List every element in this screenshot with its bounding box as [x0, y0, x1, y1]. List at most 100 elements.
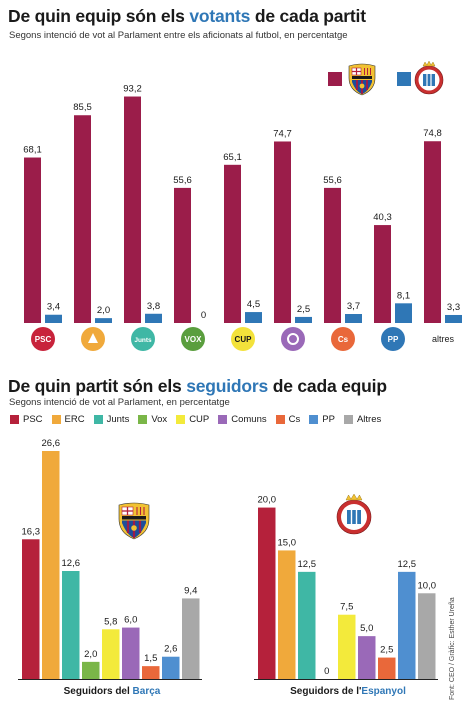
top-chart-subtitle: Segons intenció de vot al Parlament entr…	[9, 30, 348, 41]
label-barca-psc: 16,3	[22, 526, 41, 537]
bar-espanyol-comuns	[295, 316, 312, 323]
label-barca-cs: 55,6	[323, 175, 342, 186]
label-espanyol-erc: 15,0	[278, 537, 297, 548]
label-espanyol-vox: 0	[201, 310, 206, 321]
legend-item-vox: Vox	[138, 414, 167, 425]
bottom-title-highlight: seguidors	[186, 376, 269, 396]
label-barca-altres: 9,4	[184, 585, 197, 596]
label-espanyol-comuns: 5,0	[360, 623, 373, 634]
bar-barca-psc	[22, 539, 40, 679]
top-chart: 68,1 3,4 85,5 2,0 93,2 3,8 55,6 0 65,1 4,5 74,7 2,5…	[23, 60, 462, 351]
legend-item-cs: Cs	[275, 414, 301, 425]
bar-espanyol-erc	[278, 550, 296, 679]
top-legend	[328, 60, 444, 96]
label-espanyol-pp: 8,1	[397, 290, 410, 301]
svg-text:Cs: Cs	[338, 335, 349, 344]
legend-item-psc: PSC	[10, 414, 43, 425]
label-espanyol-cup: 7,5	[340, 602, 353, 613]
bar-barca-vox	[174, 187, 191, 323]
legend-label: Comuns	[231, 414, 267, 425]
bar-espanyol-cs	[345, 314, 362, 323]
bar-espanyol-erc	[95, 318, 112, 323]
legend-swatch	[275, 415, 285, 424]
legend-item-altres: Altres	[343, 414, 381, 425]
bar-barca-altres	[182, 598, 200, 679]
barca-crest-icon	[348, 63, 376, 96]
bar-barca-cs	[142, 666, 160, 679]
legend-label: PSC	[23, 414, 43, 425]
legend-label: PP	[322, 414, 335, 425]
bottom-title-post: de cada equip	[268, 376, 387, 396]
svg-text:Junts: Junts	[134, 337, 152, 344]
espanyol-crest-icon	[336, 493, 372, 535]
bottom-chart: 16,326,612,62,05,8 6,01,52,69,420,015,012…	[18, 438, 438, 697]
label-espanyol-altres: 10,0	[418, 580, 437, 591]
bar-espanyol-cs	[378, 657, 396, 679]
label-espanyol-cs: 2,5	[380, 645, 393, 656]
label-espanyol-psc: 3,4	[47, 302, 60, 313]
legend-swatch	[309, 415, 319, 424]
bottom-chart-subtitle: Segons intenció de vot al Parlament, en …	[9, 397, 230, 408]
top-title-pre: De quin equip són els	[8, 6, 190, 26]
bar-barca-vox	[82, 661, 100, 679]
label-barca-junts: 12,6	[62, 558, 81, 569]
label-barca-altres: 74,8	[423, 128, 442, 139]
bar-espanyol-junts	[298, 571, 316, 679]
label-barca-vox: 55,6	[173, 175, 192, 186]
legend-label: CUP	[189, 414, 210, 425]
party-logo-psc-icon: PSC	[31, 327, 55, 351]
bottom-legend: PSC ERC Junts Vox CUP Comuns Cs PP Altres	[10, 414, 390, 425]
legend-label: ERC	[64, 414, 85, 425]
bar-espanyol-cup	[338, 614, 356, 679]
bar-barca-psc	[24, 157, 41, 323]
bar-barca-erc	[74, 115, 91, 323]
espanyol-crest-icon	[414, 60, 444, 95]
party-logo-comuns-icon	[281, 327, 305, 351]
label-espanyol-junts: 12,5	[298, 559, 317, 570]
label-barca-erc: 85,5	[73, 102, 92, 113]
label-barca-erc: 26,6	[42, 438, 61, 449]
bar-espanyol-junts	[145, 313, 162, 323]
bar-espanyol-comuns	[358, 636, 376, 679]
bar-barca-comuns	[274, 141, 291, 323]
label-barca-pp: 40,3	[373, 212, 392, 223]
legend-swatch	[51, 415, 61, 424]
label-espanyol-cup: 4,5	[247, 299, 260, 310]
bar-barca-comuns	[122, 627, 140, 679]
label-barca-psc: 68,1	[23, 145, 42, 156]
label-barca-vox: 2,0	[84, 649, 97, 660]
legend-label: Vox	[151, 414, 168, 425]
legend-swatch	[10, 415, 19, 424]
bar-barca-junts	[62, 571, 80, 679]
party-logo-cs-icon: Cs	[331, 327, 355, 351]
bar-espanyol-cup	[245, 312, 262, 323]
bar-espanyol-altres	[418, 593, 436, 679]
credit-text: Font: CEO / Gràfic: Esther Ureña	[449, 597, 456, 700]
label-barca-cs: 1,5	[144, 653, 157, 664]
label-espanyol-cs: 3,7	[347, 301, 360, 312]
top-title-highlight: votants	[189, 6, 251, 26]
legend-item-cup: CUP	[176, 414, 209, 425]
svg-text:PSC: PSC	[35, 335, 52, 344]
bar-barca-junts	[124, 96, 141, 323]
legend-label: Cs	[288, 414, 301, 425]
label-espanyol-pp: 12,5	[398, 559, 417, 570]
legend-swatch-espanyol	[397, 72, 411, 86]
label-espanyol-comuns: 2,5	[297, 304, 310, 315]
label-espanyol-vox: 0	[324, 666, 329, 677]
label-barca-comuns: 6,0	[124, 615, 137, 626]
legend-item-erc: ERC	[51, 414, 85, 425]
legend-item-junts: Junts	[93, 414, 129, 425]
bar-barca-pp	[162, 656, 180, 679]
bar-barca-cs	[324, 187, 341, 323]
legend-item-comuns: Comuns	[218, 414, 267, 425]
bar-barca-cup	[102, 629, 120, 679]
label-espanyol-psc: 20,0	[258, 495, 277, 506]
label-barca-pp: 2,6	[164, 644, 177, 655]
legend-swatch	[343, 415, 353, 424]
bottom-chart-title: De quin partit són els seguidors de cada…	[8, 376, 387, 397]
party-logo-vox-icon: VOX	[181, 327, 205, 351]
legend-swatch-barca	[328, 72, 342, 86]
bottom-title-pre: De quin partit són els	[8, 376, 187, 396]
bar-espanyol-psc	[45, 314, 62, 323]
